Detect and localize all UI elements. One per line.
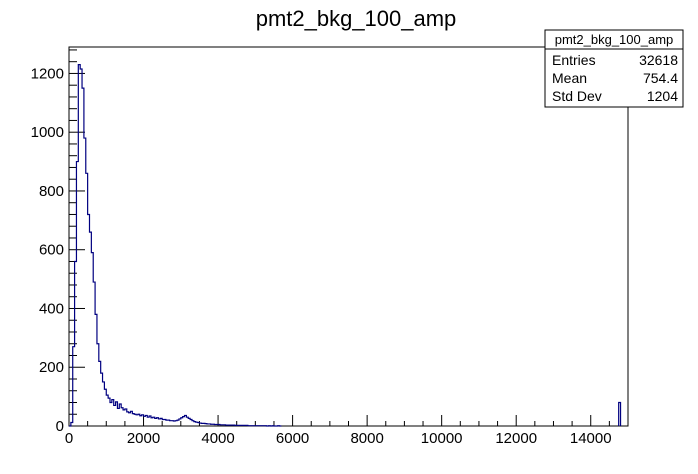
x-tick-label: 8000 — [350, 430, 383, 447]
stats-stddev-label: Std Dev — [552, 88, 602, 104]
x-tick-label: 6000 — [276, 430, 309, 447]
x-tick-label: 14000 — [570, 430, 612, 447]
stats-stddev-value: 1204 — [647, 88, 678, 104]
x-tick-label: 10000 — [421, 430, 463, 447]
stats-entries-value: 32618 — [639, 52, 678, 68]
y-tick-label: 0 — [56, 418, 64, 435]
y-tick-label: 600 — [39, 242, 64, 259]
stats-box: pmt2_bkg_100_amp Entries 32618 Mean 754.… — [544, 29, 684, 108]
stats-title: pmt2_bkg_100_amp — [555, 32, 674, 47]
x-tick-label: 12000 — [495, 430, 537, 447]
chart-title: pmt2_bkg_100_amp — [256, 6, 457, 31]
plot-frame — [68, 46, 629, 427]
x-axis: 0 2000 4000 6000 8000 10000 12000 14000 — [65, 415, 629, 447]
y-tick-label: 1000 — [31, 124, 64, 141]
y-tick-label: 200 — [39, 359, 64, 376]
stats-mean-value: 754.4 — [643, 70, 678, 86]
stats-mean-label: Mean — [552, 70, 587, 86]
stats-box-frame — [544, 29, 684, 108]
histogram-series — [69, 64, 622, 427]
y-tick-label: 800 — [39, 183, 64, 200]
x-tick-label: 0 — [65, 430, 73, 447]
stats-entries-label: Entries — [552, 52, 596, 68]
x-tick-label: 2000 — [127, 430, 160, 447]
y-tick-label: 1200 — [31, 65, 64, 82]
x-tick-label: 4000 — [201, 430, 234, 447]
y-tick-label: 400 — [39, 300, 64, 317]
plot-area: 0 2000 4000 6000 8000 10000 12000 14000 0 200 400… — [31, 46, 629, 447]
y-axis: 0 200 400 600 800 1000 1200 — [31, 49, 85, 435]
